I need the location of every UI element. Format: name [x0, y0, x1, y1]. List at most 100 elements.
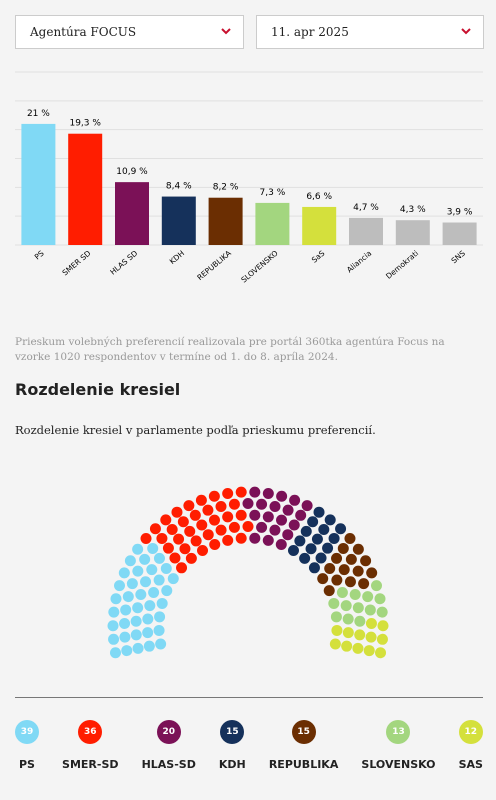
party-name: SAS	[458, 758, 483, 771]
seat	[209, 538, 221, 550]
seat	[120, 604, 132, 616]
seat	[126, 578, 138, 590]
seat-count: 39	[15, 720, 39, 744]
seat	[354, 615, 366, 627]
seat	[110, 593, 122, 605]
seat	[301, 500, 313, 512]
section-subtitle: Rozdelenie kresiel v parlamente podľa pr…	[15, 423, 376, 437]
seat	[375, 647, 387, 659]
legend: 39 PS 36 SMER-SD 20 HLAS-SD 15 KDH 15 REPUBLIKA 13…	[15, 720, 483, 771]
seat	[344, 533, 356, 545]
seat	[307, 516, 319, 528]
party-seats	[107, 542, 179, 659]
party-name: KDH	[218, 758, 246, 771]
date-label: 11. apr 2025	[271, 25, 349, 39]
seat	[153, 552, 165, 564]
seat-count: 13	[386, 720, 411, 744]
x-tick-label: SMER SD	[61, 248, 93, 277]
seat	[143, 640, 155, 652]
seat	[109, 647, 121, 659]
seat	[124, 555, 136, 567]
seat	[256, 498, 268, 510]
seat	[154, 611, 166, 623]
seat	[153, 624, 165, 636]
seat	[295, 509, 307, 521]
seat	[262, 534, 274, 546]
seat	[317, 573, 329, 585]
agency-label: Agentúra FOCUS	[30, 25, 137, 39]
party-seats	[287, 506, 347, 574]
seat	[222, 488, 234, 500]
seat	[313, 506, 325, 518]
seat	[318, 524, 330, 536]
seat	[262, 511, 274, 523]
seat	[202, 504, 214, 516]
seat	[282, 504, 294, 516]
seat	[336, 587, 348, 599]
seat	[130, 615, 142, 627]
seat	[269, 524, 281, 536]
seat	[376, 606, 388, 618]
seat	[235, 532, 247, 544]
seat	[287, 545, 299, 557]
seat	[222, 511, 234, 523]
seat	[338, 564, 350, 576]
value-label: 8,2 %	[213, 183, 239, 193]
seat	[294, 535, 306, 547]
seat	[169, 552, 181, 564]
party-name: SLOVENSKO	[361, 758, 436, 771]
value-label: 19,3 %	[69, 119, 101, 129]
seat	[328, 532, 340, 544]
seat	[235, 486, 247, 498]
legend-item: 12 SAS	[459, 720, 483, 771]
seat	[242, 498, 254, 509]
seat	[300, 525, 312, 537]
x-tick-label: SNS	[450, 248, 468, 265]
seat	[282, 529, 294, 541]
seat	[122, 591, 134, 603]
seat	[276, 514, 288, 526]
seat	[331, 574, 343, 586]
legend-item: 39 PS	[15, 720, 39, 771]
seat	[130, 629, 142, 641]
seat	[153, 574, 165, 586]
seat	[352, 602, 364, 614]
seat	[177, 516, 189, 528]
seat	[358, 578, 370, 590]
bar	[442, 222, 477, 245]
seat	[376, 633, 388, 645]
seat	[118, 567, 130, 579]
party-seats	[317, 533, 378, 597]
seat	[249, 509, 261, 521]
seat	[183, 500, 195, 512]
party-name: REPUBLIKA	[268, 758, 339, 771]
seat	[119, 617, 131, 629]
bar	[21, 123, 56, 245]
seat	[195, 494, 207, 506]
seat	[352, 565, 364, 577]
seat	[365, 617, 377, 629]
seat	[354, 629, 366, 641]
seat	[185, 552, 197, 564]
x-tick-label: Demokrati	[384, 249, 420, 281]
seat	[155, 638, 167, 650]
party-name: PS	[19, 758, 35, 771]
seat	[322, 542, 334, 554]
party-name: SMER-SD	[62, 758, 119, 771]
party-name: HLAS-SD	[141, 758, 196, 771]
x-tick-label: SLOVENSKO	[239, 249, 279, 285]
seat	[374, 593, 386, 605]
seat	[132, 602, 144, 614]
date-select[interactable]: 11. apr 2025	[256, 15, 484, 49]
seat	[344, 576, 356, 588]
seat	[364, 604, 376, 616]
seat	[337, 542, 349, 554]
seat	[262, 488, 274, 500]
seat	[215, 500, 227, 512]
bar	[161, 196, 196, 245]
seat	[107, 620, 119, 632]
chevron	[461, 28, 471, 35]
party-seats	[140, 486, 254, 574]
seat	[323, 585, 335, 597]
agency-select[interactable]: Agentúra FOCUS	[15, 15, 244, 49]
